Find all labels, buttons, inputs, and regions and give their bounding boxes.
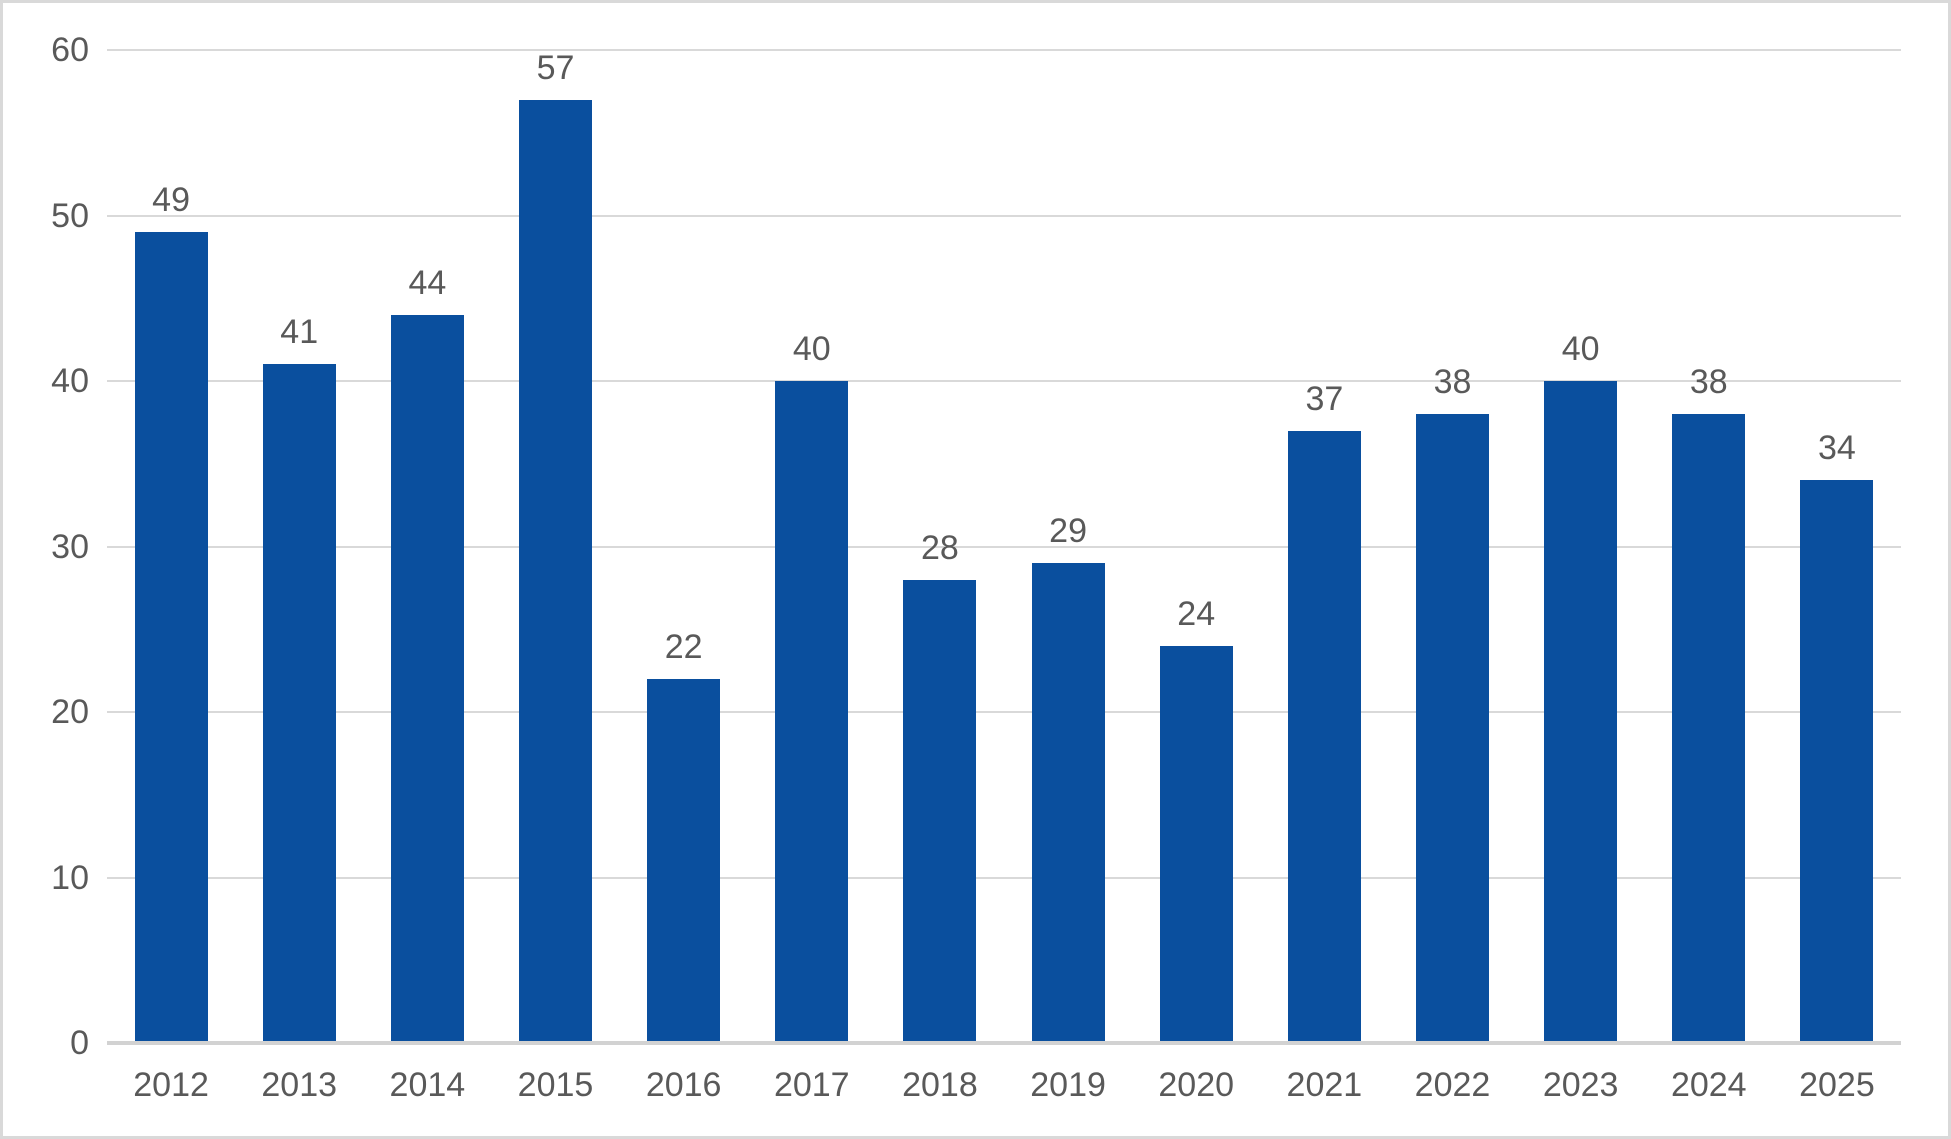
x-tick-label-2012: 2012 [133,1066,209,1104]
x-axis-line [107,1041,1901,1045]
x-tick-label-2014: 2014 [389,1066,466,1104]
y-tick-label-0: 0 [70,1024,89,1062]
bar-2014 [390,314,464,1043]
bar-value-label-2022: 38 [1433,363,1472,402]
x-tick-label-2022: 2022 [1414,1066,1491,1104]
bar-2012 [134,232,208,1043]
y-tick-label-50: 50 [51,196,89,235]
gridline-60 [107,49,1901,51]
x-tick-label-2024: 2024 [1670,1066,1747,1104]
y-tick-label-40: 40 [51,362,89,400]
bar-2022 [1416,414,1489,1043]
bar-2023 [1544,381,1618,1043]
x-tick-label-2025: 2025 [1799,1066,1875,1104]
bar-value-label-2020: 24 [1177,594,1216,633]
bar-value-label-2012: 49 [152,181,190,220]
bar-value-label-2023: 40 [1561,330,1600,368]
x-tick-label-2021: 2021 [1286,1066,1363,1104]
bar-2015 [519,99,592,1043]
bar-value-label-2024: 38 [1689,363,1728,402]
x-tick-label-2013: 2013 [261,1066,338,1104]
bar-value-label-2018: 28 [921,528,959,567]
bar-value-label-2021: 37 [1305,379,1344,418]
bar-value-label-2013: 41 [280,313,319,352]
x-tick-label-2019: 2019 [1030,1066,1106,1104]
x-tick-label-2023: 2023 [1542,1066,1619,1104]
bar-value-label-2015: 57 [536,48,575,87]
bar-2024 [1672,414,1746,1043]
x-tick-label-2016: 2016 [645,1066,722,1104]
bar-value-label-2017: 40 [792,330,831,368]
gridline-20 [107,711,1901,713]
bar-2018 [903,579,977,1043]
bar-value-label-2019: 29 [1049,512,1087,551]
y-tick-label-30: 30 [51,527,89,566]
plot-area: 49 41 44 57 22 40 28 29 24 37 38 40 38 34 [107,48,1901,1045]
gridline-50 [107,214,1901,217]
bar-2016 [647,678,721,1043]
gridline-40 [107,380,1901,382]
bar-2020 [1159,645,1233,1043]
gridline-10 [107,876,1901,879]
bar-value-label-2016: 22 [664,627,703,666]
y-tick-label-60: 60 [51,31,89,69]
y-tick-label-10: 10 [51,858,89,897]
x-tick-label-2020: 2020 [1158,1066,1235,1104]
bar-2013 [262,364,336,1043]
bar-2019 [1031,563,1105,1043]
bar-2017 [775,381,849,1043]
bar-value-label-2025: 34 [1818,429,1856,468]
bar-value-label-2014: 44 [408,263,447,302]
y-tick-label-20: 20 [51,693,89,731]
bar-2025 [1800,480,1874,1043]
x-tick-label-2015: 2015 [517,1066,594,1104]
x-tick-label-2018: 2018 [902,1066,978,1104]
gridline-30 [107,545,1901,548]
bar-2021 [1287,430,1361,1043]
x-tick-label-2017: 2017 [773,1066,850,1104]
